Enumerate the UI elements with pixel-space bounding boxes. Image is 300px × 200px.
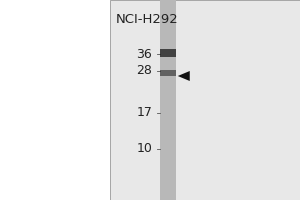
Text: 36: 36	[136, 47, 152, 60]
Polygon shape	[178, 71, 190, 81]
Text: 10: 10	[136, 142, 152, 156]
Text: 17: 17	[136, 106, 152, 119]
Bar	[160, 70, 176, 76]
Text: 28: 28	[136, 64, 152, 77]
Text: NCI-H292: NCI-H292	[116, 13, 178, 26]
Bar	[160, 0, 176, 200]
Bar	[160, 49, 176, 56]
Bar	[110, 0, 300, 200]
